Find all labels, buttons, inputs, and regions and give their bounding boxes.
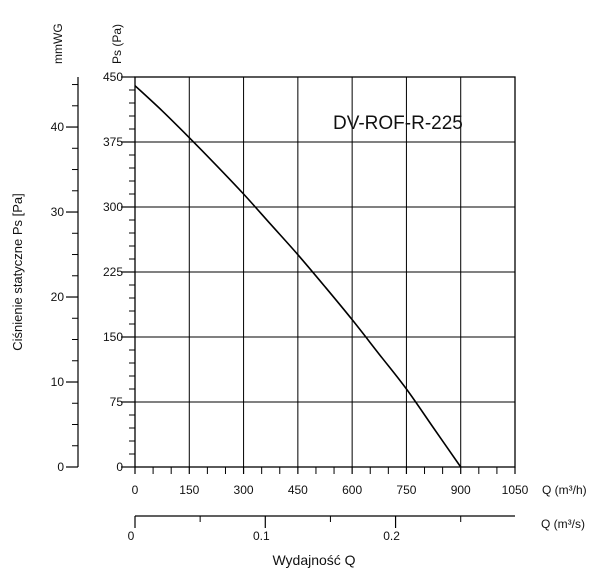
m3h-tick-label: 0 xyxy=(132,483,139,497)
m3h-tick-label: 750 xyxy=(396,483,416,497)
m3h-unit-label: Q (m³/h) xyxy=(542,483,587,497)
m3h-tick-label: 900 xyxy=(451,483,471,497)
performance-curve xyxy=(134,85,462,468)
pa-tick-label: 150 xyxy=(103,330,123,344)
m3s-unit-label: Q (m³/s) xyxy=(541,517,585,531)
m3h-tick-label: 1050 xyxy=(502,483,529,497)
pa-tick-label: 75 xyxy=(110,395,124,409)
x-axis-title: Wydajność Q xyxy=(272,552,355,568)
mmwg-tick-label: 20 xyxy=(51,290,65,304)
m3h-tick-label: 150 xyxy=(179,483,199,497)
pa-tick-label: 300 xyxy=(103,200,123,214)
mmwg-tick-label: 10 xyxy=(51,375,65,389)
y-axis-title: Ciśnienie statyczne Ps [Pa] xyxy=(10,193,25,351)
m3h-tick-label: 450 xyxy=(288,483,308,497)
model-label: DV-ROF-R-225 xyxy=(333,113,463,134)
m3h-tick-label: 600 xyxy=(342,483,362,497)
m3s-tick-label: 0 xyxy=(128,529,135,543)
mmwg-unit-label: mmWG xyxy=(51,23,65,64)
pa-tick-label: 225 xyxy=(103,265,123,279)
mmwg-tick-label: 30 xyxy=(51,205,65,219)
pa-tick-label: 375 xyxy=(103,135,123,149)
pa-tick-label: 450 xyxy=(103,70,123,84)
mmwg-tick-label: 0 xyxy=(57,460,64,474)
m3s-tick-label: 0.2 xyxy=(383,529,400,543)
mmwg-tick-label: 40 xyxy=(51,120,65,134)
pa-tick-label: 0 xyxy=(116,460,123,474)
m3s-tick-label: 0.1 xyxy=(253,529,270,543)
grid-lines xyxy=(135,77,515,467)
pa-unit-label: Ps (Pa) xyxy=(110,24,124,64)
m3h-tick-label: 300 xyxy=(234,483,254,497)
